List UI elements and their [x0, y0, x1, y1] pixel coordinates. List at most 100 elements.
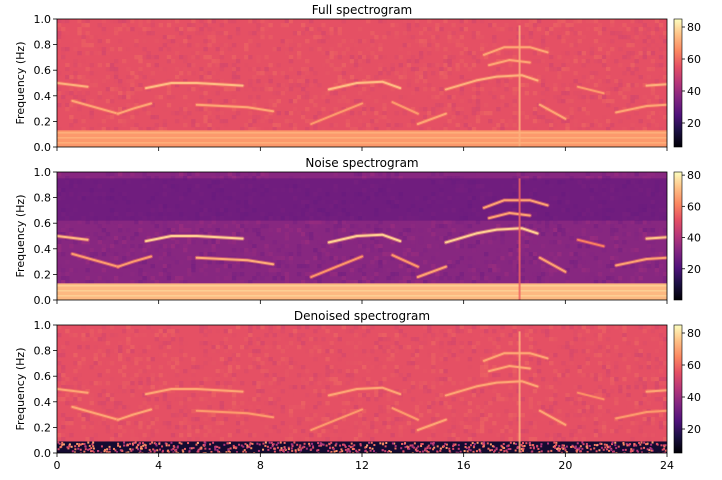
speckle	[421, 442, 424, 445]
speckle	[275, 443, 278, 446]
speckle	[439, 449, 442, 452]
speckle	[76, 442, 79, 445]
speckle	[476, 441, 479, 444]
colorbar	[673, 324, 683, 454]
speckle	[303, 442, 306, 445]
speckle	[578, 447, 581, 450]
speckle	[340, 448, 343, 451]
speckle	[436, 445, 439, 448]
call-track	[57, 82, 89, 88]
speckle	[351, 448, 354, 451]
speckle	[404, 446, 407, 449]
speckle	[156, 449, 159, 452]
speckle	[204, 441, 207, 444]
speckle	[493, 449, 496, 452]
speckle	[204, 444, 207, 447]
speckle	[342, 443, 345, 446]
speckle	[648, 449, 651, 452]
speckle	[662, 444, 665, 447]
speckle	[197, 448, 200, 451]
speckle	[158, 441, 161, 444]
speckle	[214, 446, 217, 449]
speckle	[140, 447, 143, 450]
speckle	[417, 445, 420, 448]
speckle	[189, 447, 192, 450]
speckle	[108, 448, 111, 451]
speckle	[530, 451, 533, 453]
speckle	[627, 443, 630, 446]
speckle	[502, 446, 505, 449]
speckle	[282, 449, 285, 452]
y-tick-label: 0.4	[34, 90, 52, 103]
speckle	[311, 442, 314, 445]
speckle	[138, 442, 141, 445]
call-track	[577, 85, 605, 95]
speckle	[348, 445, 351, 448]
speckle	[463, 450, 466, 453]
speckle	[407, 447, 410, 450]
heatmap-area	[57, 172, 667, 300]
speckle	[558, 449, 561, 452]
speckle	[249, 443, 252, 446]
speckle	[563, 447, 566, 450]
speckle	[170, 441, 173, 444]
speckle	[404, 442, 407, 445]
speckle	[521, 448, 524, 451]
speckle	[330, 441, 333, 444]
speckle	[208, 448, 211, 451]
speckle	[639, 443, 642, 446]
speckle	[509, 448, 512, 451]
speckle	[251, 442, 254, 445]
speckle	[650, 449, 653, 452]
speckle	[408, 447, 411, 450]
call-track	[57, 235, 89, 241]
speckle	[291, 449, 294, 452]
speckle	[287, 451, 290, 453]
speckle	[558, 444, 561, 447]
speckle	[115, 450, 118, 453]
speckle	[442, 445, 445, 448]
speckle	[562, 444, 565, 447]
speckle	[614, 444, 617, 447]
speckle	[117, 442, 120, 445]
speckle	[195, 443, 198, 446]
speckle	[161, 449, 164, 452]
speckle	[426, 446, 429, 449]
speckle	[427, 444, 430, 447]
speckle	[310, 448, 313, 451]
speckle	[664, 451, 667, 453]
speckle	[414, 448, 417, 451]
speckle	[421, 450, 424, 453]
speckle	[401, 442, 404, 445]
speckle	[520, 443, 523, 446]
speckle	[473, 443, 476, 446]
colorbar-tick-label: 40	[687, 85, 701, 98]
speckle	[553, 441, 556, 444]
speckle	[610, 448, 613, 451]
speckle	[103, 450, 106, 453]
speckle	[300, 448, 303, 451]
speckle	[79, 452, 82, 453]
speckle	[424, 447, 427, 450]
speckle	[500, 448, 503, 451]
speckle	[175, 448, 178, 451]
speckle	[148, 448, 151, 451]
speckle	[581, 441, 584, 444]
speckle	[615, 451, 618, 453]
speckle	[465, 447, 468, 450]
speckle	[609, 445, 612, 448]
speckle	[589, 448, 592, 451]
y-tick-label: 0.0	[34, 141, 52, 154]
heatmap-area	[57, 19, 667, 147]
y-tick-label: 0.8	[34, 345, 52, 358]
speckle	[593, 443, 596, 446]
speckle	[153, 451, 156, 453]
speckle	[486, 442, 489, 445]
speckle	[371, 447, 374, 450]
speckle	[227, 448, 230, 451]
speckle	[454, 443, 457, 446]
speckle	[448, 447, 451, 450]
speckle	[204, 452, 207, 453]
speckle	[598, 449, 601, 452]
speckle	[123, 441, 126, 444]
